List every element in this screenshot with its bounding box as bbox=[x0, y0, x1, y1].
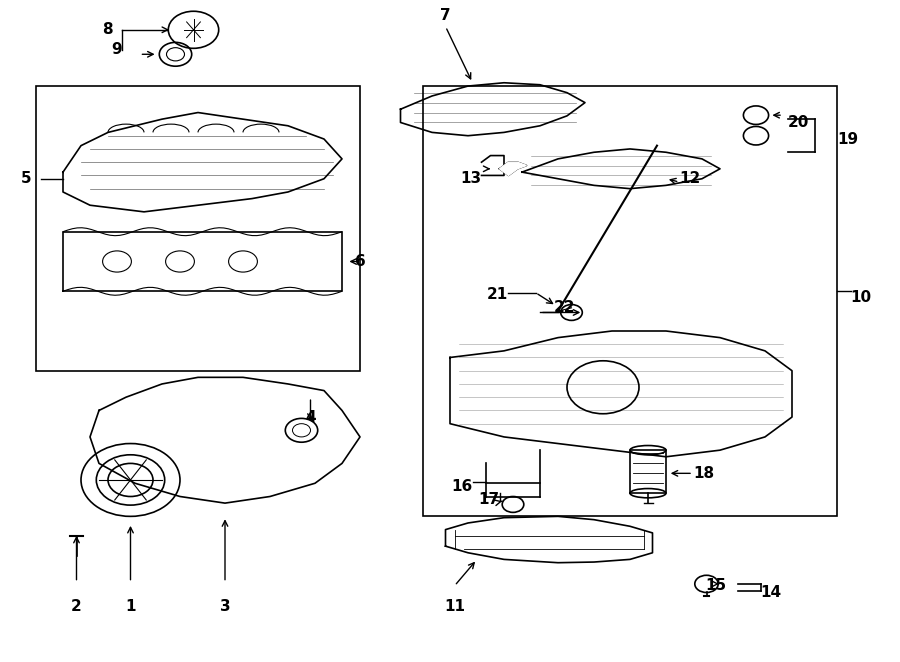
Text: 11: 11 bbox=[444, 599, 465, 614]
Text: 2: 2 bbox=[71, 599, 82, 614]
Bar bbox=[36, 86, 360, 371]
Text: 14: 14 bbox=[760, 585, 781, 600]
Text: 17: 17 bbox=[479, 493, 500, 507]
Text: 4: 4 bbox=[305, 410, 316, 426]
Bar bbox=[423, 86, 837, 516]
Text: 20: 20 bbox=[788, 115, 809, 130]
Text: 16: 16 bbox=[451, 479, 472, 494]
Text: 22: 22 bbox=[554, 301, 575, 315]
Text: 7: 7 bbox=[440, 8, 451, 23]
Text: 18: 18 bbox=[693, 466, 714, 481]
Text: 13: 13 bbox=[461, 171, 482, 186]
Text: 15: 15 bbox=[705, 579, 726, 593]
Text: 1: 1 bbox=[125, 599, 136, 614]
Text: 21: 21 bbox=[487, 287, 508, 302]
Text: 8: 8 bbox=[102, 23, 112, 37]
Text: 6: 6 bbox=[356, 254, 366, 269]
Text: 19: 19 bbox=[837, 132, 858, 146]
Polygon shape bbox=[500, 162, 526, 175]
Text: 10: 10 bbox=[850, 291, 871, 305]
Text: 12: 12 bbox=[680, 171, 701, 186]
Text: 9: 9 bbox=[111, 42, 122, 57]
Text: 3: 3 bbox=[220, 599, 230, 614]
Text: 5: 5 bbox=[21, 171, 32, 186]
